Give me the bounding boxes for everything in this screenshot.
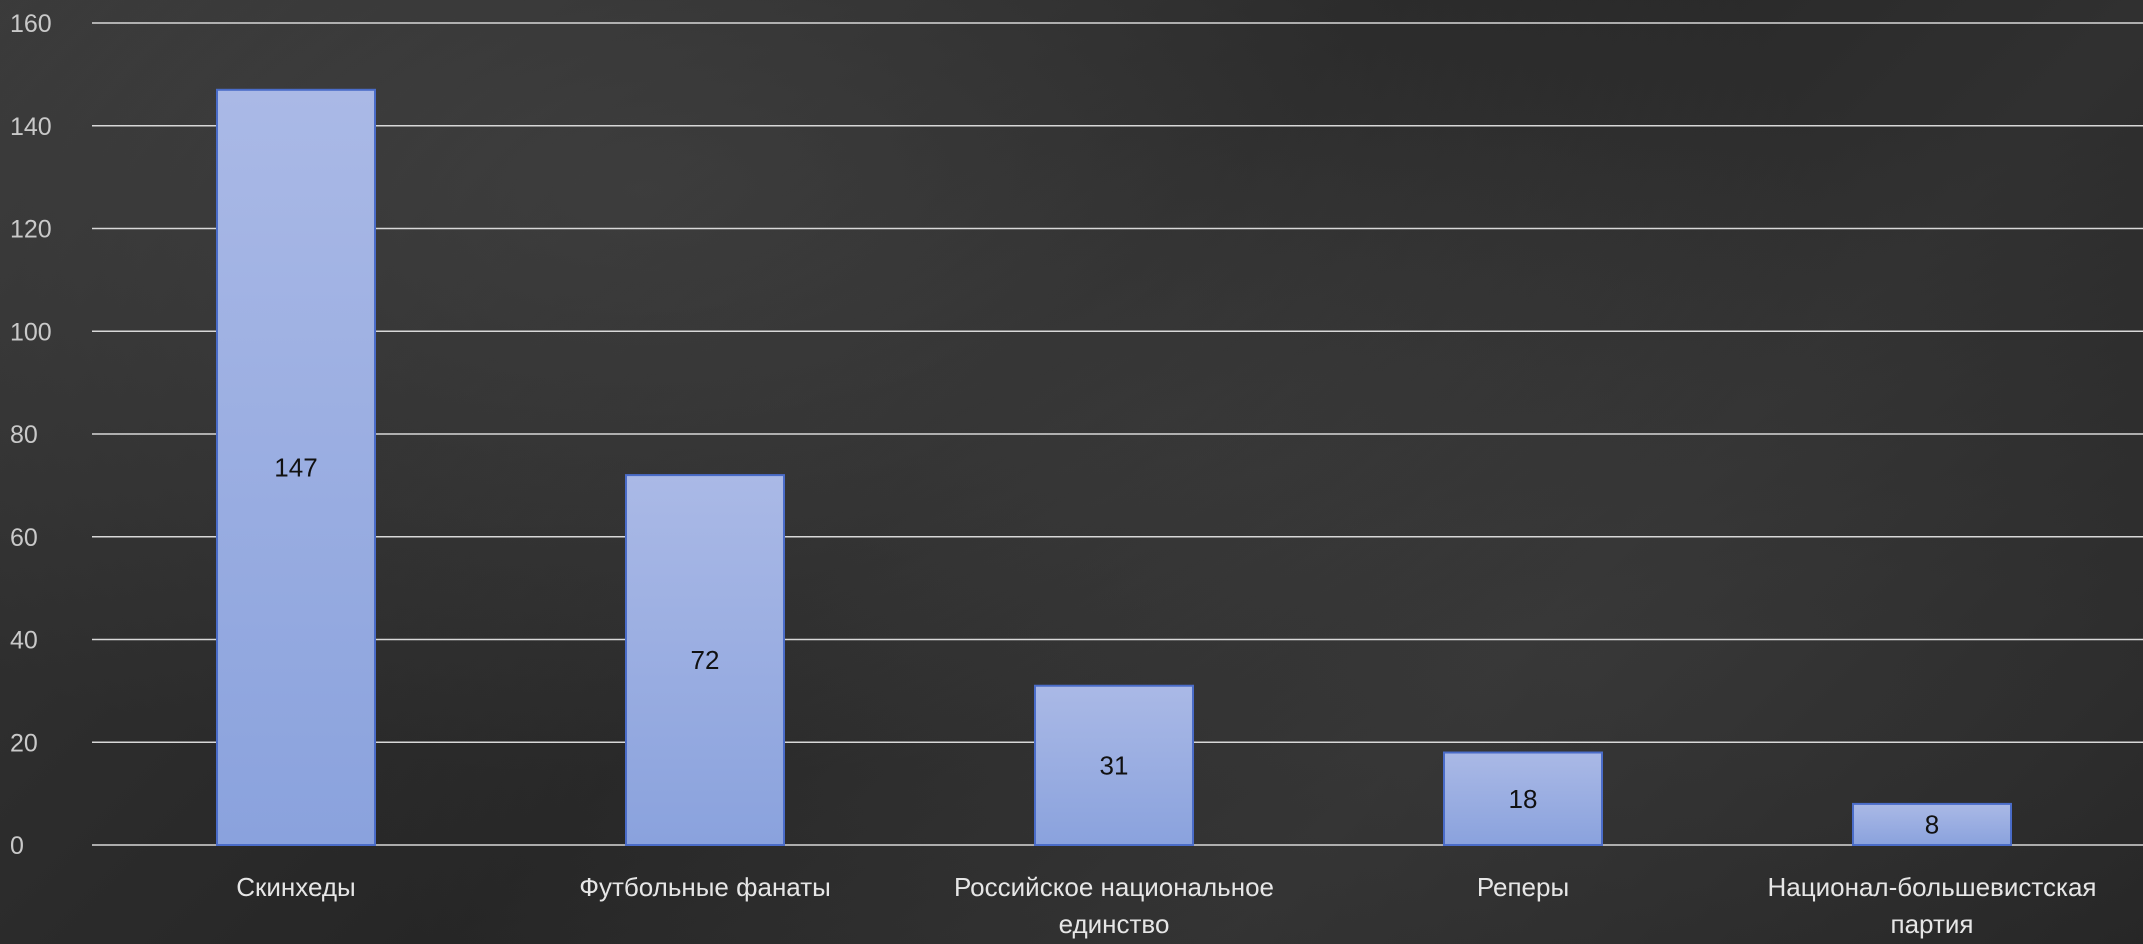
y-tick-label: 0 (10, 832, 24, 860)
y-tick-label: 140 (10, 113, 52, 141)
data-label: 72 (691, 645, 720, 675)
bar (216, 88, 376, 847)
y-axis-tick-labels: 0 20 40 60 80 100 120 140 160 (10, 10, 52, 860)
data-label: 31 (1100, 750, 1129, 780)
category-label: Российское национальное (954, 872, 1274, 902)
y-tick-label: 20 (10, 729, 38, 757)
data-label: 147 (274, 452, 317, 482)
category-label: Реперы (1477, 872, 1569, 902)
y-tick-label: 80 (10, 421, 38, 449)
bar (1852, 802, 2012, 847)
category-label: партия (1891, 909, 1974, 939)
data-labels: 147 72 31 18 8 (274, 452, 1939, 839)
x-axis-category-labels: Скинхеды Футбольные фанаты Российское наци… (236, 872, 2096, 939)
data-label: 8 (1925, 809, 1939, 839)
category-label: Скинхеды (236, 872, 356, 902)
y-tick-label: 100 (10, 318, 52, 346)
category-label: Футбольные фанаты (579, 872, 831, 902)
bar (1443, 751, 1603, 847)
category-label: единство (1059, 909, 1170, 939)
bars (216, 88, 2012, 847)
y-tick-label: 40 (10, 627, 38, 655)
y-tick-label: 160 (10, 10, 52, 38)
y-tick-label: 60 (10, 524, 38, 552)
bar (625, 474, 785, 846)
bar (1034, 684, 1194, 846)
y-tick-label: 120 (10, 216, 52, 244)
gridlines (92, 22, 2143, 846)
data-label: 18 (1509, 784, 1538, 814)
category-label: Национал-большевистская (1767, 872, 2096, 902)
